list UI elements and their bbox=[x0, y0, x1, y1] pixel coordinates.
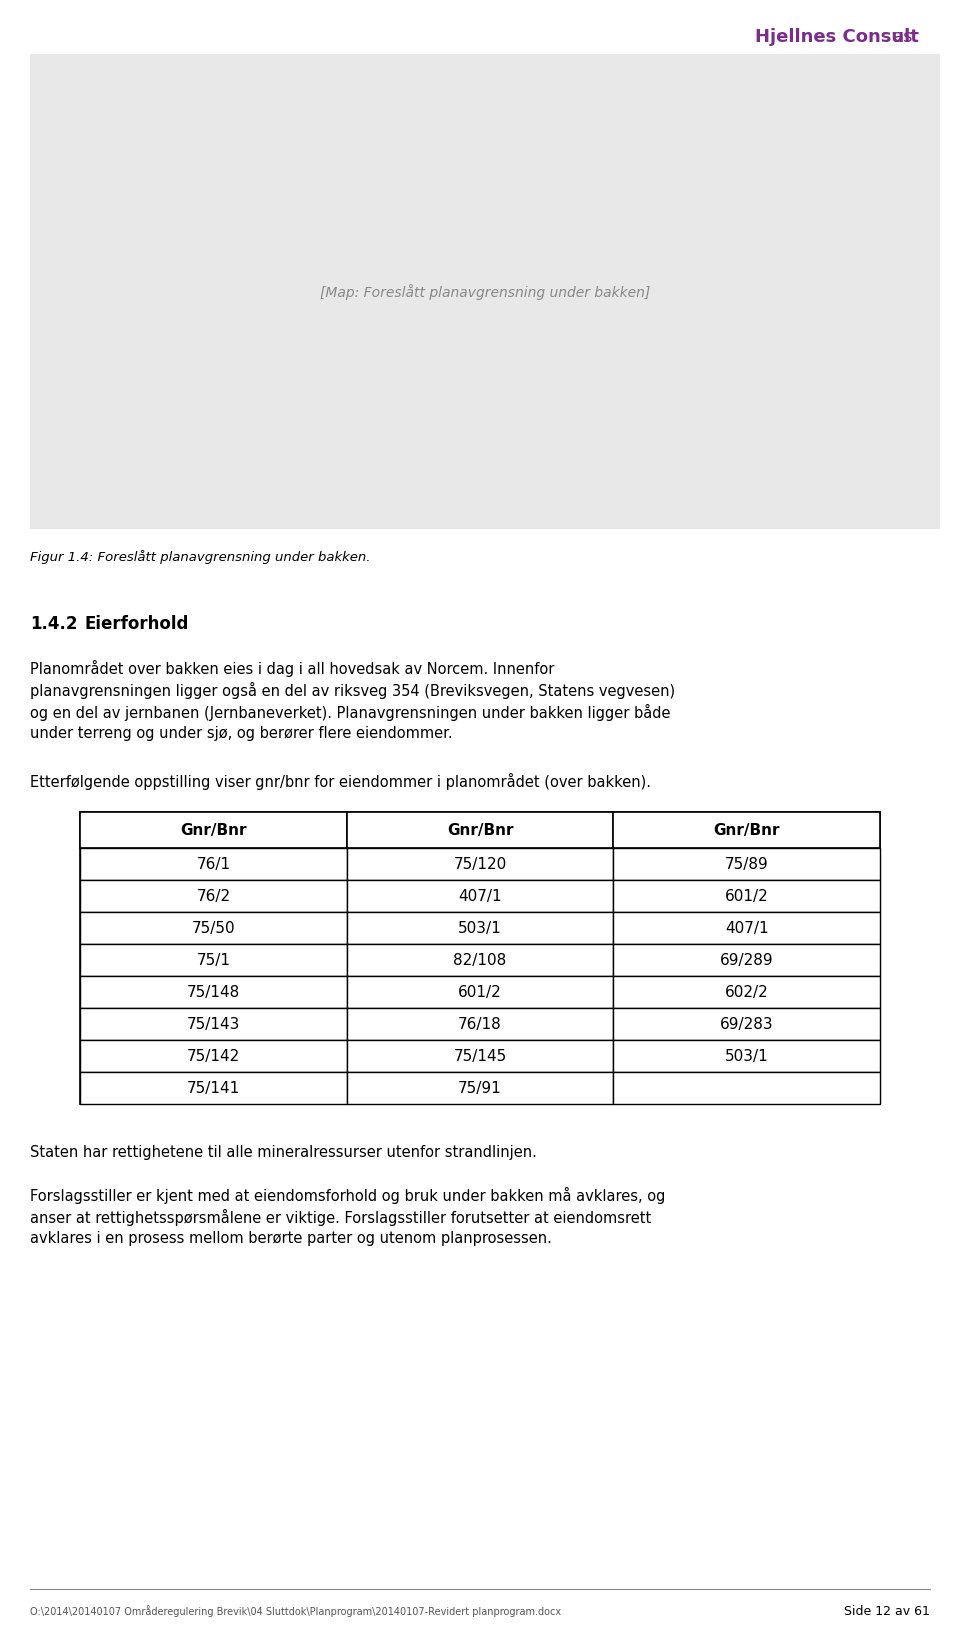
Bar bbox=[347, 880, 613, 913]
Text: 601/2: 601/2 bbox=[725, 888, 769, 905]
Text: Side 12 av 61: Side 12 av 61 bbox=[844, 1605, 930, 1618]
Text: 75/120: 75/120 bbox=[453, 857, 507, 872]
Text: 75/89: 75/89 bbox=[725, 857, 769, 872]
Bar bbox=[347, 913, 613, 944]
Text: 75/143: 75/143 bbox=[186, 1016, 240, 1033]
Bar bbox=[347, 813, 613, 849]
Bar bbox=[30, 56, 940, 529]
Text: Hjellnes Consult: Hjellnes Consult bbox=[755, 28, 919, 46]
Text: Staten har rettighetene til alle mineralressurser utenfor strandlinjen.: Staten har rettighetene til alle mineral… bbox=[30, 1144, 537, 1159]
Text: 69/289: 69/289 bbox=[720, 952, 774, 969]
Bar bbox=[347, 1072, 613, 1105]
Bar bbox=[347, 849, 613, 880]
Bar bbox=[613, 977, 880, 1008]
Text: avklares i en prosess mellom berørte parter og utenom planprosessen.: avklares i en prosess mellom berørte par… bbox=[30, 1231, 552, 1246]
Text: 407/1: 407/1 bbox=[725, 921, 768, 936]
Bar bbox=[613, 880, 880, 913]
Text: 76/1: 76/1 bbox=[196, 857, 230, 872]
Text: 82/108: 82/108 bbox=[453, 952, 507, 969]
Text: 601/2: 601/2 bbox=[458, 985, 502, 1000]
Bar bbox=[80, 1008, 347, 1041]
Bar bbox=[613, 913, 880, 944]
Bar bbox=[613, 1041, 880, 1072]
Text: anser at rettighetsspørsmålene er viktige. Forslagsstiller forutsetter at eiendo: anser at rettighetsspørsmålene er viktig… bbox=[30, 1208, 651, 1226]
Bar bbox=[80, 1041, 347, 1072]
Text: 75/50: 75/50 bbox=[192, 921, 235, 936]
Text: 503/1: 503/1 bbox=[458, 921, 502, 936]
Text: 503/1: 503/1 bbox=[725, 1049, 769, 1064]
Text: og en del av jernbanen (Jernbaneverket). Planavgrensningen under bakken ligger b: og en del av jernbanen (Jernbaneverket).… bbox=[30, 703, 670, 721]
Text: under terreng og under sjø, og berører flere eiendommer.: under terreng og under sjø, og berører f… bbox=[30, 726, 452, 741]
Bar bbox=[347, 1008, 613, 1041]
Bar bbox=[347, 944, 613, 977]
Text: 75/141: 75/141 bbox=[186, 1080, 240, 1096]
Bar bbox=[80, 813, 880, 1105]
Text: Forslagsstiller er kjent med at eiendomsforhold og bruk under bakken må avklares: Forslagsstiller er kjent med at eiendoms… bbox=[30, 1187, 665, 1203]
Text: planavgrensningen ligger også en del av riksveg 354 (Breviksvegen, Statens vegve: planavgrensningen ligger også en del av … bbox=[30, 682, 675, 698]
Text: Gnr/Bnr: Gnr/Bnr bbox=[713, 823, 780, 838]
Bar bbox=[613, 849, 880, 880]
Bar bbox=[80, 849, 347, 880]
Text: 75/148: 75/148 bbox=[186, 985, 240, 1000]
Text: Gnr/Bnr: Gnr/Bnr bbox=[180, 823, 247, 838]
Text: Etterfølgende oppstilling viser gnr/bnr for eiendommer i planområdet (over bakke: Etterfølgende oppstilling viser gnr/bnr … bbox=[30, 772, 651, 790]
Bar bbox=[347, 1041, 613, 1072]
Bar bbox=[80, 977, 347, 1008]
Bar bbox=[80, 880, 347, 913]
Bar bbox=[80, 813, 347, 849]
Text: 75/91: 75/91 bbox=[458, 1080, 502, 1096]
Text: 76/2: 76/2 bbox=[196, 888, 230, 905]
Bar bbox=[613, 944, 880, 977]
Text: 407/1: 407/1 bbox=[458, 888, 502, 905]
Bar bbox=[613, 1072, 880, 1105]
Bar bbox=[80, 1072, 347, 1105]
Bar bbox=[613, 813, 880, 849]
Text: Figur 1.4: Foreslått planavgrensning under bakken.: Figur 1.4: Foreslått planavgrensning und… bbox=[30, 549, 371, 564]
Bar bbox=[347, 977, 613, 1008]
Text: 69/283: 69/283 bbox=[720, 1016, 774, 1033]
Text: O:\2014\20140107 Områderegulering Brevik\04 Sluttdok\Planprogram\20140107-Revide: O:\2014\20140107 Områderegulering Brevik… bbox=[30, 1605, 562, 1616]
Text: 75/1: 75/1 bbox=[197, 952, 230, 969]
Bar bbox=[80, 913, 347, 944]
Text: Eierforhold: Eierforhold bbox=[85, 615, 189, 633]
Text: 75/145: 75/145 bbox=[453, 1049, 507, 1064]
Text: 76/18: 76/18 bbox=[458, 1016, 502, 1033]
Text: as: as bbox=[893, 28, 914, 46]
Text: [Map: Foreslått planavgrensning under bakken]: [Map: Foreslått planavgrensning under ba… bbox=[320, 284, 650, 300]
Bar bbox=[613, 1008, 880, 1041]
Text: Gnr/Bnr: Gnr/Bnr bbox=[446, 823, 514, 838]
Text: 75/142: 75/142 bbox=[186, 1049, 240, 1064]
Text: 602/2: 602/2 bbox=[725, 985, 769, 1000]
Bar bbox=[80, 944, 347, 977]
Text: 1.4.2: 1.4.2 bbox=[30, 615, 78, 633]
Text: Planområdet over bakken eies i dag i all hovedsak av Norcem. Innenfor: Planområdet over bakken eies i dag i all… bbox=[30, 659, 554, 677]
